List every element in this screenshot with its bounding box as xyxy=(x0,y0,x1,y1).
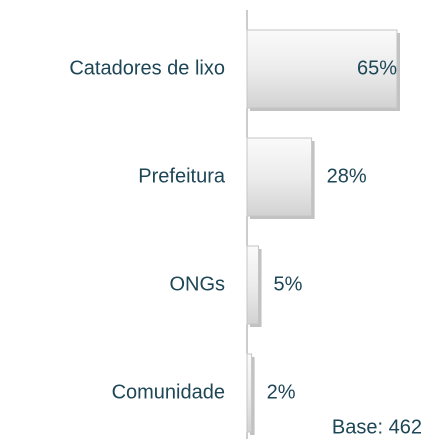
category-label: Prefeitura xyxy=(138,165,226,187)
category-label: Comunidade xyxy=(112,381,225,403)
value-label: 28% xyxy=(327,165,367,187)
bar xyxy=(246,29,398,109)
value-label: 2% xyxy=(267,381,296,403)
annotation: Base: 462 xyxy=(332,416,422,438)
bar xyxy=(246,245,260,325)
category-label: Catadores de lixo xyxy=(69,57,225,79)
bar xyxy=(246,137,313,217)
bar-shadow xyxy=(250,357,255,435)
value-label: 65% xyxy=(357,57,397,79)
bar xyxy=(246,353,253,433)
category-label: ONGs xyxy=(169,273,225,295)
value-label: 5% xyxy=(274,273,303,295)
